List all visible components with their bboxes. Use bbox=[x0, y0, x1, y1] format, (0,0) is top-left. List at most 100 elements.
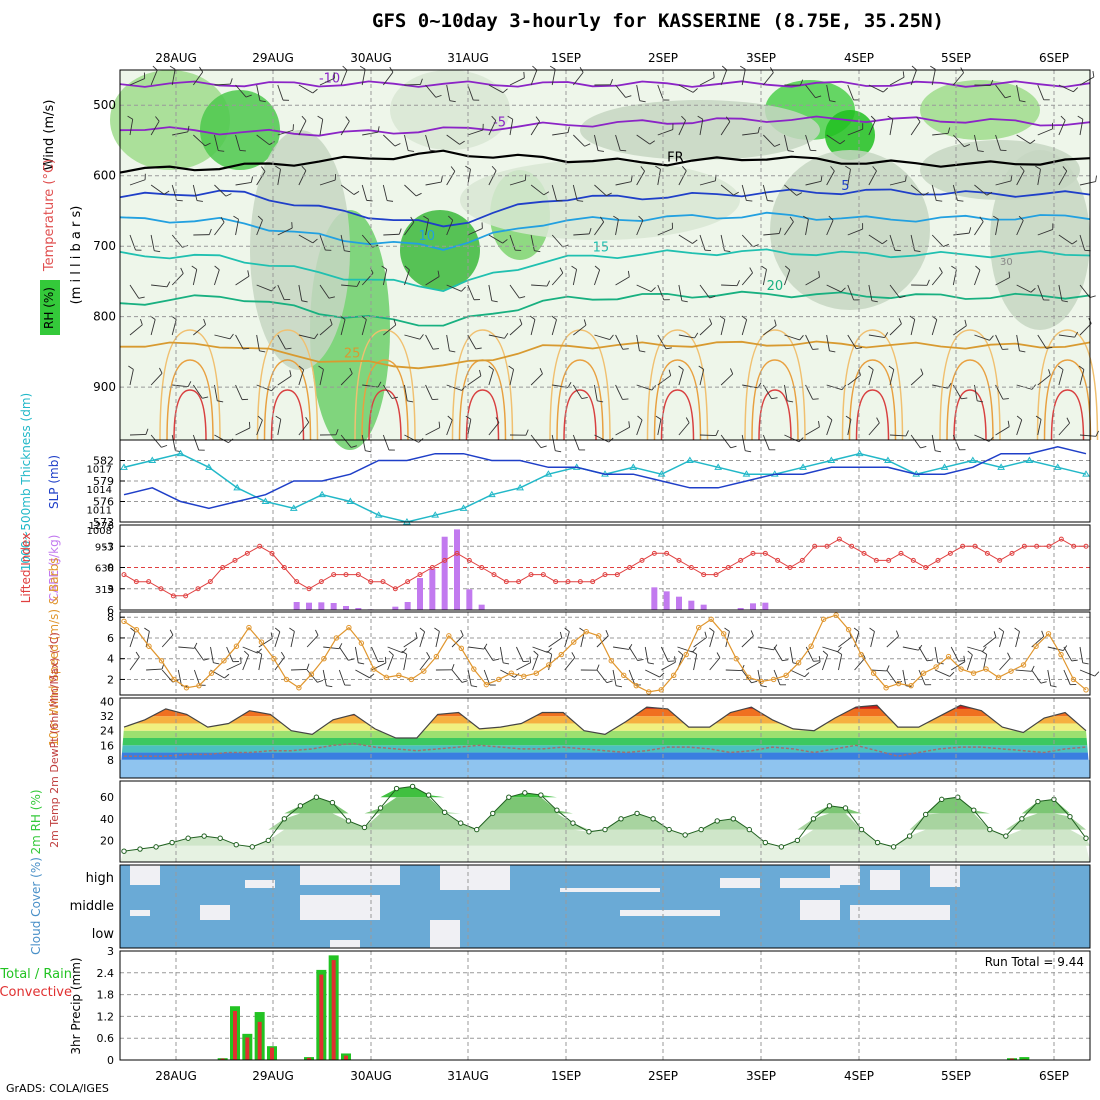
barb bbox=[909, 315, 915, 320]
wind-speed-marker bbox=[158, 658, 165, 664]
top-x-tick-label: 5SEP bbox=[941, 51, 971, 65]
precip-frame bbox=[119, 950, 1091, 1061]
barb bbox=[546, 650, 552, 655]
barb bbox=[931, 234, 944, 247]
barb bbox=[393, 319, 397, 326]
wind-speed-marker bbox=[795, 660, 802, 666]
rh-region bbox=[110, 70, 230, 170]
barb bbox=[329, 318, 333, 325]
barb bbox=[129, 284, 140, 299]
lifted-index-marker bbox=[676, 557, 682, 563]
barb bbox=[967, 650, 973, 656]
barb bbox=[519, 296, 526, 299]
cape-bar bbox=[688, 600, 695, 610]
wind-speed-marker bbox=[571, 639, 577, 645]
barb bbox=[609, 334, 614, 340]
lifted-index-marker bbox=[836, 536, 842, 542]
pressure-tick-label: 700 bbox=[93, 239, 116, 253]
rh-marker bbox=[1035, 798, 1041, 805]
barb bbox=[345, 116, 350, 122]
wind-speed-marker bbox=[421, 668, 427, 674]
bottom-x-tick-label: 30AUG bbox=[350, 1069, 392, 1083]
rh-marker bbox=[265, 837, 271, 844]
thickness-marker bbox=[884, 456, 892, 463]
isotherm-lobe bbox=[159, 329, 221, 441]
barb bbox=[806, 661, 821, 671]
barb bbox=[615, 334, 624, 350]
cape-bar bbox=[429, 568, 436, 610]
cape-bar bbox=[762, 602, 769, 610]
barb bbox=[193, 324, 206, 336]
panels: 28AUG 29AUG 30AUG 31AUG 1SEP 2SEP 3SEP 4SEP 5SEP… bbox=[0, 51, 1100, 1083]
barb bbox=[889, 76, 905, 86]
barb bbox=[763, 134, 775, 147]
temp-band bbox=[120, 752, 1090, 760]
barb bbox=[394, 143, 401, 147]
barb bbox=[509, 180, 526, 186]
barb bbox=[448, 215, 454, 221]
barb bbox=[615, 384, 623, 400]
rh-marker bbox=[714, 818, 720, 824]
barb bbox=[600, 216, 605, 223]
barb bbox=[974, 184, 988, 196]
wind-speed-marker bbox=[446, 633, 452, 639]
barb bbox=[426, 651, 431, 658]
barb bbox=[820, 175, 823, 182]
barb bbox=[298, 422, 310, 436]
cape-tick-label: 319 bbox=[95, 585, 114, 596]
barb bbox=[256, 219, 263, 236]
barb bbox=[145, 428, 149, 435]
barb bbox=[129, 179, 146, 186]
bottom-x-tick-label: 1SEP bbox=[551, 1069, 581, 1083]
barb bbox=[214, 265, 220, 271]
precip-conv-bar bbox=[1010, 1058, 1014, 1060]
wind-speed-marker bbox=[283, 676, 290, 683]
rh-marker bbox=[746, 826, 752, 833]
wind-speed-marker bbox=[708, 616, 714, 622]
barb bbox=[1016, 284, 1032, 293]
top-x-tick-label: 31AUG bbox=[447, 51, 489, 65]
isotherm-lobe bbox=[368, 389, 402, 441]
barb bbox=[999, 631, 1005, 648]
barb bbox=[548, 637, 563, 648]
barb bbox=[910, 234, 915, 251]
lifted-index-marker bbox=[516, 579, 522, 585]
wind-speed-marker bbox=[696, 624, 702, 631]
barb bbox=[990, 79, 994, 86]
barb bbox=[898, 318, 902, 325]
barb bbox=[787, 150, 794, 152]
barb bbox=[483, 669, 491, 686]
barb bbox=[404, 83, 421, 86]
barb bbox=[637, 415, 643, 421]
rh-marker bbox=[458, 820, 464, 826]
barb bbox=[657, 169, 661, 186]
barb bbox=[911, 65, 917, 71]
barb bbox=[298, 120, 307, 136]
pressure-tick-label: 600 bbox=[93, 169, 116, 183]
rh-marker bbox=[522, 790, 528, 796]
barb bbox=[889, 284, 901, 298]
precip-tick-label: 0.6 bbox=[97, 1032, 115, 1045]
barb bbox=[830, 166, 835, 172]
barb bbox=[763, 233, 780, 236]
cape-bar bbox=[318, 602, 325, 610]
barb bbox=[259, 350, 266, 353]
wind-speed-marker bbox=[221, 658, 227, 664]
barb bbox=[488, 334, 505, 339]
wind-speed-marker bbox=[496, 676, 502, 683]
barb bbox=[446, 334, 450, 351]
precip-total-label: Total / Rain bbox=[0, 967, 72, 982]
cloud-frame bbox=[119, 864, 1091, 949]
cape-bar bbox=[392, 606, 399, 610]
thickness-tick-label: 573 bbox=[93, 516, 114, 529]
barb bbox=[154, 250, 161, 253]
barb bbox=[144, 627, 150, 632]
barb bbox=[572, 434, 580, 451]
barb bbox=[450, 166, 456, 172]
wind-speed-marker bbox=[358, 640, 365, 646]
rh-marker bbox=[1003, 833, 1009, 839]
barb bbox=[419, 657, 431, 671]
barb bbox=[594, 434, 609, 443]
barb bbox=[974, 84, 991, 87]
thickness-marker bbox=[261, 497, 270, 504]
